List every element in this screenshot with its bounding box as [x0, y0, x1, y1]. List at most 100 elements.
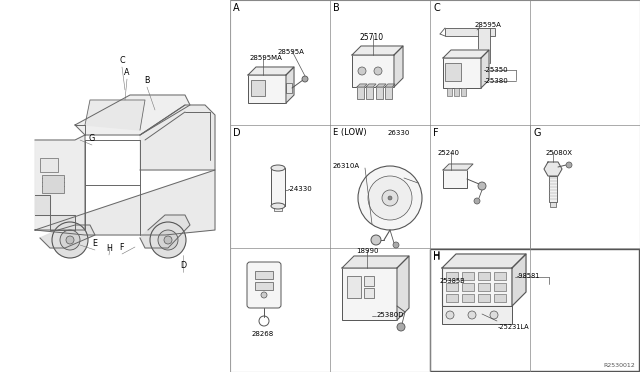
Circle shape — [388, 196, 392, 200]
Text: 28595MA: 28595MA — [250, 55, 283, 61]
Bar — [357, 87, 364, 99]
FancyBboxPatch shape — [247, 262, 281, 308]
Circle shape — [446, 311, 454, 319]
Circle shape — [358, 67, 366, 75]
Ellipse shape — [271, 165, 285, 171]
Polygon shape — [394, 46, 403, 87]
Text: -25350: -25350 — [484, 67, 509, 73]
Text: C: C — [433, 3, 440, 13]
Bar — [0, 0, 230, 372]
Circle shape — [368, 176, 412, 220]
Text: -24330: -24330 — [288, 186, 313, 192]
Text: A: A — [233, 3, 239, 13]
Polygon shape — [397, 256, 409, 320]
Circle shape — [566, 162, 572, 168]
Polygon shape — [481, 50, 489, 88]
Text: 25710: 25710 — [360, 33, 384, 42]
Bar — [230, 0, 640, 372]
Bar — [42, 175, 64, 193]
Polygon shape — [248, 67, 294, 75]
Circle shape — [474, 198, 480, 204]
Polygon shape — [376, 84, 386, 87]
Text: E: E — [93, 238, 97, 247]
Polygon shape — [512, 254, 526, 306]
Text: D: D — [233, 128, 241, 138]
Circle shape — [261, 292, 267, 298]
Bar — [462, 294, 474, 302]
Circle shape — [164, 236, 172, 244]
Circle shape — [158, 230, 178, 250]
Circle shape — [490, 311, 498, 319]
Text: -25231LA: -25231LA — [498, 324, 530, 330]
Bar — [478, 283, 490, 291]
Text: 26310A: 26310A — [333, 163, 360, 169]
Bar — [248, 75, 286, 103]
Text: 25080X: 25080X — [546, 150, 573, 156]
Polygon shape — [443, 164, 473, 170]
Text: H: H — [433, 252, 440, 262]
Bar — [446, 283, 458, 291]
Polygon shape — [35, 170, 215, 235]
Circle shape — [374, 67, 382, 75]
Polygon shape — [385, 84, 395, 87]
Bar — [462, 272, 474, 280]
Circle shape — [371, 235, 381, 245]
Circle shape — [60, 230, 80, 250]
Polygon shape — [75, 95, 190, 135]
Polygon shape — [35, 195, 75, 230]
Text: E (LOW): E (LOW) — [333, 128, 367, 137]
Polygon shape — [35, 135, 85, 230]
Text: 18990: 18990 — [356, 248, 378, 254]
Bar — [364, 288, 374, 298]
Bar — [274, 206, 282, 211]
Circle shape — [52, 222, 88, 258]
Circle shape — [468, 311, 476, 319]
Text: 28595A: 28595A — [278, 49, 305, 55]
Polygon shape — [366, 84, 376, 87]
Bar — [446, 294, 458, 302]
Bar — [364, 276, 374, 286]
Text: 25385B: 25385B — [440, 278, 466, 284]
Bar — [478, 294, 490, 302]
Text: F: F — [120, 243, 124, 251]
Bar — [494, 294, 506, 302]
Circle shape — [66, 236, 74, 244]
Polygon shape — [352, 46, 403, 55]
Bar — [461, 88, 466, 96]
Bar — [442, 306, 512, 324]
Bar — [286, 83, 292, 93]
Text: 25380D: 25380D — [377, 312, 404, 318]
Text: 26330: 26330 — [388, 130, 410, 136]
Circle shape — [382, 190, 398, 206]
Bar — [342, 268, 397, 320]
Polygon shape — [286, 67, 294, 103]
Bar — [443, 58, 481, 88]
Bar — [442, 268, 512, 306]
Bar — [447, 88, 452, 96]
Text: 28268: 28268 — [252, 331, 275, 337]
Polygon shape — [443, 50, 489, 58]
Text: B: B — [333, 3, 340, 13]
Bar — [347, 276, 361, 298]
Polygon shape — [40, 225, 95, 248]
Text: 28595A: 28595A — [475, 22, 502, 28]
Text: B: B — [144, 76, 150, 84]
Text: D: D — [180, 260, 186, 269]
Polygon shape — [342, 256, 409, 268]
Circle shape — [358, 166, 422, 230]
Bar — [550, 202, 556, 207]
Polygon shape — [140, 215, 190, 248]
Bar — [478, 28, 490, 63]
Polygon shape — [140, 105, 215, 170]
Bar — [271, 168, 285, 206]
Polygon shape — [85, 100, 145, 130]
Bar — [445, 63, 461, 81]
Text: A: A — [124, 67, 130, 77]
Bar — [446, 272, 458, 280]
Text: H: H — [106, 244, 112, 253]
Bar — [462, 283, 474, 291]
Text: G: G — [533, 128, 541, 138]
Bar — [549, 176, 557, 202]
Bar — [251, 80, 265, 96]
Bar — [255, 282, 273, 290]
